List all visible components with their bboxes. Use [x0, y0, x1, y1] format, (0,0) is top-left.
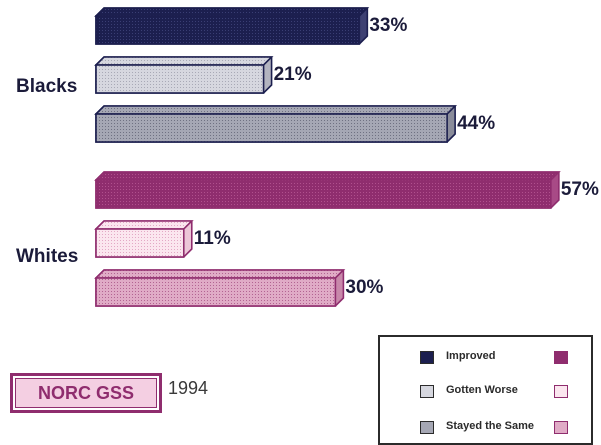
bar-top-blacks-improved	[94, 7, 370, 17]
source-year: 1994	[168, 378, 209, 398]
bar-blacks-stayed-the-same	[94, 105, 458, 143]
legend-item-gotten-worse: Gotten Worse	[380, 384, 591, 399]
labels-layer: Blacks 33% 21% 44% Whites 57% 11% 30%	[16, 15, 599, 298]
bars-layer	[94, 7, 561, 307]
legend-item-improved: Improved	[380, 350, 591, 365]
bar-front-blacks-stayed-the-same	[95, 113, 448, 143]
legend-label: Improved	[446, 350, 496, 362]
bar-front-blacks-improved	[95, 15, 361, 45]
legend-label: Stayed the Same	[446, 420, 535, 432]
legend-item-stayed-the-same: Stayed the Same	[380, 420, 591, 435]
bar-top-whites-improved	[94, 171, 561, 181]
bar-front-blacks-gotten-worse	[95, 64, 265, 94]
source-badge: NORC GSS	[10, 373, 162, 413]
value-label-blacks-stayed-the-same: 44%	[457, 113, 495, 134]
bar-whites-improved	[94, 171, 561, 209]
bar-top-whites-gotten-worse	[94, 220, 194, 230]
value-label-blacks-improved: 33%	[369, 15, 407, 36]
source-name: NORC GSS	[37, 383, 134, 403]
bar-top-blacks-stayed-the-same	[94, 105, 458, 115]
legend-swatch-whites-improved	[554, 351, 568, 364]
legend-swatch-blacks-improved	[420, 351, 434, 364]
bar-front-whites-improved	[95, 179, 552, 209]
bar-front-whites-stayed-the-same	[95, 277, 337, 307]
legend: Improved Gotten Worse Stayed the Same	[378, 335, 593, 445]
bar-blacks-gotten-worse	[94, 56, 274, 94]
bar-blacks-improved	[94, 7, 370, 45]
bar-top-blacks-gotten-worse	[94, 56, 274, 66]
legend-swatch-whites-stayed-the-same	[554, 421, 568, 434]
legend-swatch-whites-gotten-worse	[554, 385, 568, 398]
value-label-whites-gotten-worse: 11%	[194, 228, 231, 249]
bar-top-whites-stayed-the-same	[94, 269, 346, 279]
group-label-blacks: Blacks	[16, 76, 77, 97]
value-label-blacks-gotten-worse: 21%	[274, 64, 312, 85]
group-label-whites: Whites	[16, 246, 78, 267]
value-label-whites-stayed-the-same: 30%	[345, 277, 383, 298]
legend-swatch-blacks-stayed-the-same	[420, 421, 434, 434]
bar-front-whites-gotten-worse	[95, 228, 185, 258]
bar-whites-stayed-the-same	[94, 269, 346, 307]
legend-swatch-blacks-gotten-worse	[420, 385, 434, 398]
bar-whites-gotten-worse	[94, 220, 194, 258]
value-label-whites-improved: 57%	[561, 179, 599, 200]
legend-label: Gotten Worse	[446, 384, 518, 396]
